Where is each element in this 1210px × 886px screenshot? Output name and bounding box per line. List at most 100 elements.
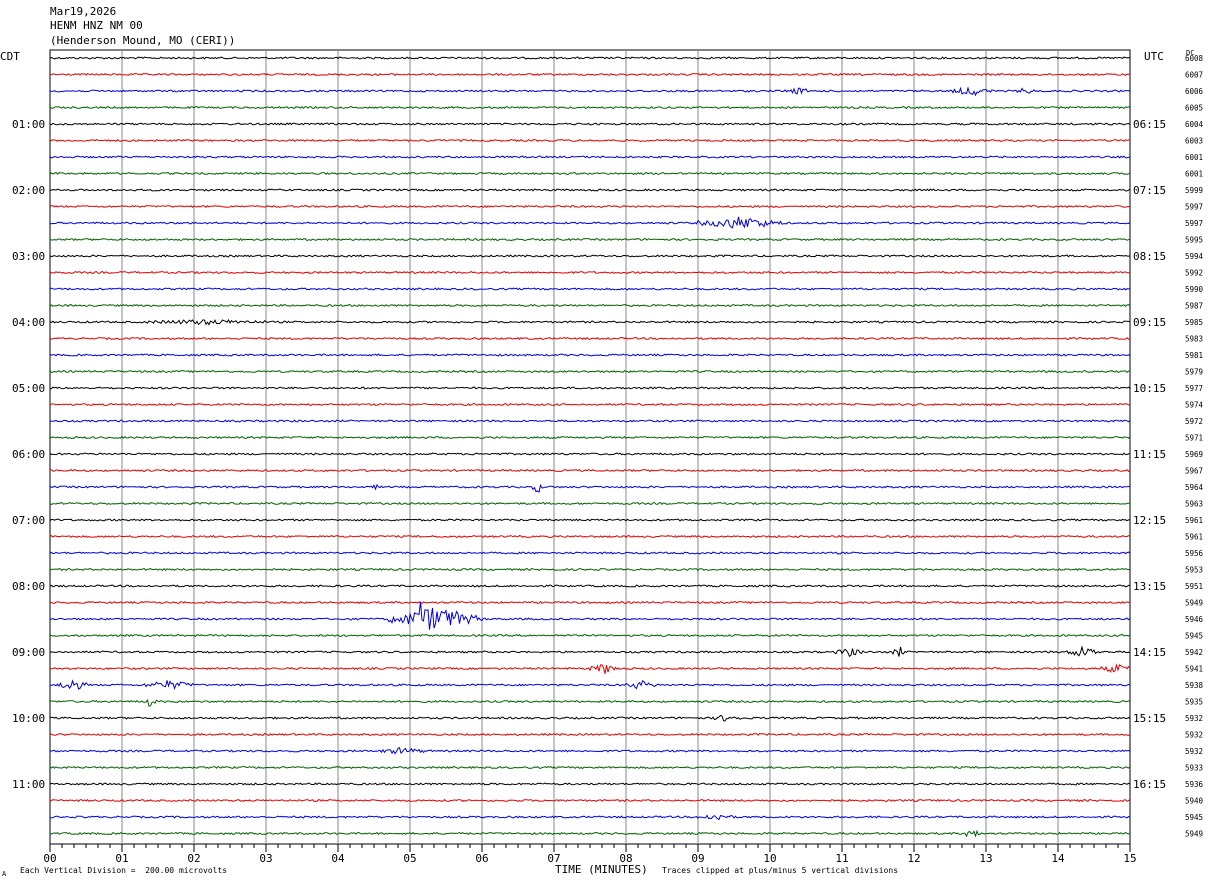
dc-label: DC — [1186, 49, 1195, 57]
dc-offset-label: 5971 — [1185, 434, 1203, 443]
dc-offset-label: 5967 — [1185, 467, 1203, 476]
dc-offset-label: 5949 — [1185, 830, 1203, 839]
grid — [49, 49, 1131, 852]
trace-line — [49, 336, 1131, 341]
dc-offset-label: 5963 — [1185, 500, 1203, 509]
trace-line — [49, 567, 1131, 572]
left-hour-label: 08:00 — [12, 580, 45, 593]
x-tick-label: 02 — [187, 852, 200, 865]
dc-offset-label: 5999 — [1185, 186, 1203, 195]
scale-note: Each Vertical Division = 200.00 microvol… — [20, 866, 228, 875]
dc-offset-label: 6005 — [1185, 104, 1203, 113]
trace-line — [49, 468, 1131, 473]
dc-offset-label: 5981 — [1185, 351, 1203, 360]
dc-offset-label: 5932 — [1185, 747, 1203, 756]
dc-offset-label: 5949 — [1185, 599, 1203, 608]
trace-line — [49, 386, 1131, 390]
x-tick-label: 00 — [43, 852, 56, 865]
trace-line — [49, 534, 1131, 539]
trace-line — [50, 86, 1131, 97]
trace-line — [49, 303, 1131, 308]
dc-offset-label: 6001 — [1185, 170, 1203, 179]
dc-offset-label: 5935 — [1185, 698, 1203, 707]
trace-line — [49, 353, 1131, 357]
trace-line — [49, 319, 1131, 326]
trace-line — [49, 56, 1131, 60]
dc-offset-label: 6004 — [1185, 120, 1204, 129]
x-tick-label: 09 — [691, 852, 704, 865]
dc-offset-label: 5997 — [1185, 219, 1203, 228]
dc-offset-label: 5932 — [1185, 714, 1203, 723]
trace-line — [49, 663, 1131, 674]
right-hour-label: 06:15 — [1133, 118, 1166, 131]
trace-line — [49, 254, 1131, 258]
dc-offset-label: 5964 — [1185, 483, 1204, 492]
right-hour-label: 08:15 — [1133, 250, 1166, 263]
left-hour-label: 04:00 — [12, 316, 45, 329]
trace-line — [50, 698, 1131, 707]
x-axis-title: TIME (MINUTES) — [555, 863, 648, 876]
trace-line — [49, 732, 1131, 737]
right-hour-label: 12:15 — [1133, 514, 1166, 527]
dc-offset-label: 6006 — [1185, 87, 1204, 96]
dc-offset-label: 5961 — [1185, 516, 1203, 525]
x-tick-label: 14 — [1051, 852, 1065, 865]
trace-line — [49, 237, 1131, 242]
right-hour-label: 09:15 — [1133, 316, 1166, 329]
trace-line — [49, 171, 1131, 176]
trace-line — [49, 155, 1131, 159]
right-hour-label: 14:15 — [1133, 646, 1166, 659]
dc-offset-label: 6003 — [1185, 137, 1203, 146]
axis-labels: 00 01 02 03 04 05 06 07 08 09 10 11 12 13 14 15 6008 6007… — [12, 54, 1204, 865]
dc-offset-label: 5956 — [1185, 549, 1204, 558]
x-tick-label: 05 — [403, 852, 416, 865]
trace-line — [49, 551, 1131, 555]
dc-offset-label: 5941 — [1185, 665, 1203, 674]
x-tick-label: 03 — [259, 852, 272, 865]
x-tick-label: 10 — [763, 852, 776, 865]
dc-offset-label: 5946 — [1185, 615, 1204, 624]
dc-offset-label: 5992 — [1185, 269, 1203, 278]
trace-line — [49, 483, 1131, 493]
x-tick-label: 04 — [331, 852, 345, 865]
left-hour-label: 03:00 — [12, 250, 45, 263]
dc-offset-label: 5938 — [1185, 681, 1204, 690]
left-hour-label: 06:00 — [12, 448, 45, 461]
x-tick-label: 11 — [835, 852, 848, 865]
trace-line — [49, 419, 1131, 423]
right-hour-label: 13:15 — [1133, 580, 1166, 593]
dc-offset-label: 5974 — [1185, 401, 1204, 410]
trace-line — [49, 72, 1131, 77]
trace-line — [49, 138, 1131, 143]
trace-line — [49, 633, 1131, 638]
x-tick-label: 08 — [619, 852, 632, 865]
trace-line — [49, 216, 1131, 229]
left-hour-label: 05:00 — [12, 382, 45, 395]
cdt-label: CDT — [0, 50, 20, 63]
dc-offset-label: 5985 — [1185, 318, 1203, 327]
left-hour-label: 01:00 — [12, 118, 45, 131]
plot-frame — [49, 49, 1131, 845]
trace-line — [49, 782, 1131, 786]
dc-offset-label: 5995 — [1185, 236, 1203, 245]
trace-line — [49, 452, 1131, 456]
dc-offset-label: 5951 — [1185, 582, 1203, 591]
dc-offset-label: 5969 — [1185, 450, 1203, 459]
right-hour-label: 11:15 — [1133, 448, 1166, 461]
left-hour-label: 10:00 — [12, 712, 45, 725]
dc-offset-label: 5942 — [1185, 648, 1203, 657]
dc-offset-label: 5961 — [1185, 533, 1203, 542]
x-tick-label: 06 — [475, 852, 488, 865]
trace-line — [49, 518, 1131, 522]
dc-offset-label: 5972 — [1185, 417, 1203, 426]
trace-line — [49, 402, 1131, 407]
trace-line — [50, 600, 1131, 605]
trace-line — [49, 829, 1131, 838]
trace-line — [49, 765, 1131, 770]
dc-offset-label: 5945 — [1185, 813, 1203, 822]
station-title: HENM HNZ NM 00 — [50, 19, 143, 32]
utc-label: UTC — [1144, 50, 1164, 63]
trace-line — [49, 501, 1131, 506]
right-hour-label: 10:15 — [1133, 382, 1166, 395]
